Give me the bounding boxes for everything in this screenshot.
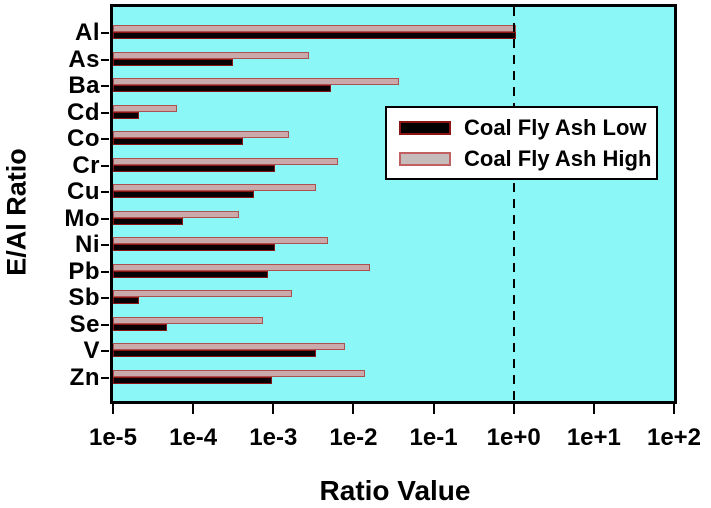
y-tick-Ba <box>101 85 109 88</box>
legend-item-high: Coal Fly Ash High <box>399 146 656 172</box>
category-label-Se: Se <box>69 310 100 338</box>
x-tick-1e-3 <box>272 404 275 414</box>
x-tick-1e-4 <box>192 404 195 414</box>
y-tick-Sb <box>101 297 109 300</box>
x-tick-label-1e+2: 1e+2 <box>646 424 702 451</box>
legend-swatch-low <box>399 120 451 135</box>
bar-low-Pb <box>113 270 268 278</box>
bar-low-Cr <box>113 164 276 172</box>
category-label-Co: Co <box>67 125 100 153</box>
y-tick-Pb <box>101 270 109 273</box>
x-tick-1e-2 <box>352 404 355 414</box>
category-label-Cd: Cd <box>67 98 100 126</box>
bar-high-Ni <box>113 237 328 245</box>
category-label-Ni: Ni <box>75 231 100 259</box>
bar-high-Se <box>113 316 263 324</box>
category-label-Al: Al <box>75 19 100 46</box>
legend-label-low: Coal Fly Ash Low <box>464 114 647 140</box>
category-label-Cr: Cr <box>72 151 100 179</box>
x-tick-1e+0 <box>512 404 515 414</box>
y-tick-Ni <box>101 244 109 247</box>
bar-low-As <box>113 58 234 66</box>
y-tick-Se <box>101 323 109 326</box>
bar-low-Zn <box>113 377 272 385</box>
y-tick-Mo <box>101 217 109 220</box>
bar-high-Cd <box>113 104 178 112</box>
category-label-Mo: Mo <box>64 204 100 232</box>
x-tick-label-1e-1: 1e-1 <box>409 424 458 451</box>
x-tick-label-1e-4: 1e-4 <box>169 424 218 451</box>
category-label-Cu: Cu <box>67 178 100 206</box>
x-tick-label-1e+0: 1e+0 <box>486 424 541 451</box>
category-label-Sb: Sb <box>68 284 100 312</box>
y-tick-As <box>101 58 109 61</box>
bar-high-Cu <box>113 184 316 192</box>
category-label-V: V <box>83 337 100 365</box>
bar-high-Al <box>113 25 516 32</box>
x-tick-1e+1 <box>592 404 595 414</box>
plot-area: Coal Fly Ash Low Coal Fly Ash High <box>110 4 677 404</box>
reference-line <box>512 7 515 401</box>
bar-low-Mo <box>113 217 183 225</box>
x-tick-label-1e+1: 1e+1 <box>566 424 621 451</box>
bar-high-Pb <box>113 263 370 271</box>
x-tick-label-1e-3: 1e-3 <box>249 424 298 451</box>
bar-high-Co <box>113 131 290 139</box>
bar-low-Cd <box>113 111 140 119</box>
legend-label-high: Coal Fly Ash High <box>464 145 652 171</box>
bar-high-Zn <box>113 370 365 378</box>
bar-low-Ni <box>113 244 276 252</box>
bar-high-Ba <box>113 78 400 86</box>
category-label-Ba: Ba <box>68 72 100 100</box>
y-tick-Co <box>101 138 109 141</box>
bar-low-Cu <box>113 191 255 199</box>
y-tick-Cu <box>101 191 109 194</box>
y-tick-Cd <box>101 111 109 114</box>
x-tick-label-1e-2: 1e-2 <box>329 424 378 451</box>
bar-high-Mo <box>113 210 239 218</box>
x-axis-title: Ratio Value <box>319 475 471 506</box>
bar-high-V <box>113 343 346 351</box>
y-tick-V <box>101 350 109 353</box>
x-tick-1e+2 <box>673 404 675 414</box>
bar-low-Ba <box>113 85 332 93</box>
plot-inner: Coal Fly Ash Low Coal Fly Ash High <box>113 7 674 401</box>
x-tick-1e-1 <box>432 404 435 414</box>
legend-swatch-high <box>399 151 451 166</box>
category-label-Pb: Pb <box>68 257 100 285</box>
bar-low-Se <box>113 323 168 331</box>
legend-item-low: Coal Fly Ash Low <box>399 115 656 141</box>
bar-low-Al <box>113 32 516 39</box>
bar-low-Sb <box>113 297 140 305</box>
category-label-As: As <box>68 45 100 73</box>
y-tick-Zn <box>101 377 109 380</box>
bar-high-Cr <box>113 157 338 165</box>
bar-low-V <box>113 350 316 358</box>
bar-low-Co <box>113 138 244 146</box>
legend: Coal Fly Ash Low Coal Fly Ash High <box>385 106 658 180</box>
x-tick-label-1e-5: 1e-5 <box>88 424 138 451</box>
y-tick-Cr <box>101 164 109 167</box>
bar-high-As <box>113 51 309 59</box>
x-tick-1e-5 <box>112 404 114 414</box>
category-label-Zn: Zn <box>69 364 100 392</box>
bar-high-Sb <box>113 290 292 298</box>
y-tick-Al <box>101 32 109 34</box>
